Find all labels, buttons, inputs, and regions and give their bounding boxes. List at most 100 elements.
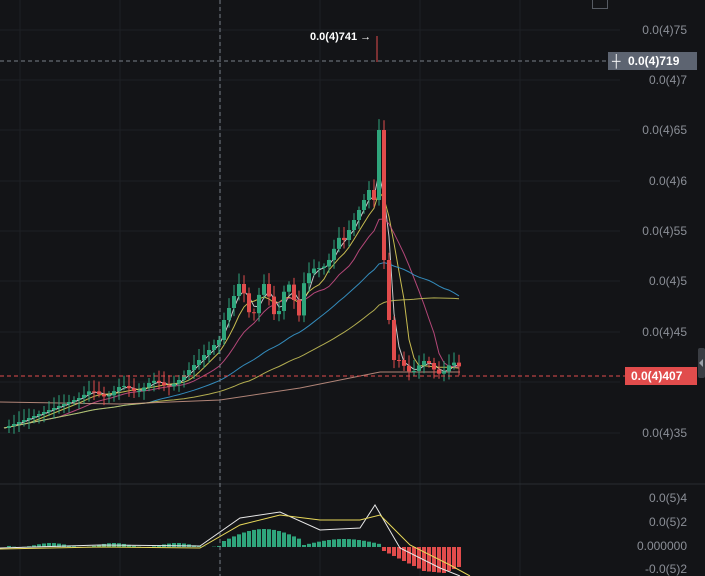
candle-body <box>297 300 301 316</box>
candle-body <box>242 284 246 294</box>
macd-histogram-bar <box>42 543 46 547</box>
candle-body <box>167 385 171 387</box>
candle-body <box>57 406 61 408</box>
candle-body <box>62 404 66 406</box>
macd-histogram-bar <box>312 542 316 547</box>
candle-body <box>107 395 111 397</box>
macd-histogram-bar <box>332 539 336 547</box>
candle-body <box>32 416 36 418</box>
macd-histogram-bar <box>232 536 236 547</box>
price-label-35: 0.0(4)35 <box>642 426 687 440</box>
macd-histogram-bar <box>432 547 436 572</box>
candle-body <box>42 412 46 414</box>
macd-histogram-bar <box>217 545 221 547</box>
candle-body <box>237 284 241 296</box>
candle-body <box>132 388 136 392</box>
macd-histogram-bar <box>97 544 101 547</box>
signal-line <box>0 514 471 576</box>
macd-histogram-bar <box>72 546 76 547</box>
macd-histogram-bar <box>257 529 261 547</box>
candle-body <box>87 391 91 395</box>
macd-histogram-bar <box>352 539 356 547</box>
long-term-average-line <box>0 371 460 405</box>
candle-body <box>322 266 326 269</box>
macd-histogram-bar <box>262 529 266 547</box>
macd-histogram-bar <box>152 546 156 547</box>
macd-histogram-bar <box>282 532 286 547</box>
macd-histogram-bar <box>407 547 411 564</box>
candle-body <box>327 259 331 267</box>
candle-body <box>292 284 296 301</box>
candle-body <box>357 210 361 220</box>
candle-body <box>222 320 226 340</box>
candle-body <box>377 130 381 200</box>
candle-body <box>257 294 261 314</box>
candle-body <box>457 362 461 367</box>
candle-body <box>117 387 121 392</box>
macd-histogram-bar <box>132 545 136 547</box>
candle-body <box>347 230 351 240</box>
price-label-65: 0.0(4)65 <box>642 123 687 137</box>
macd-histogram-bar <box>357 540 361 547</box>
candle-body <box>332 248 336 260</box>
candle-body <box>352 220 356 230</box>
macd-histogram-bar <box>7 545 11 547</box>
macd-histogram-bar <box>247 531 251 547</box>
macd-histogram-bar <box>337 539 341 547</box>
candle-body <box>452 362 456 366</box>
corner-settings-icon[interactable] <box>592 0 608 9</box>
candle-body <box>212 345 216 350</box>
crosshair <box>0 0 625 576</box>
macd-histogram-bar <box>447 547 451 571</box>
macd-histogram-bar <box>37 544 41 547</box>
candle-body <box>417 365 421 371</box>
candle-body <box>7 426 11 428</box>
macd-histogram-bar <box>182 543 186 547</box>
macd-histogram-bar <box>317 541 321 547</box>
scroll-handle-icon[interactable] <box>698 348 705 378</box>
candle-body <box>362 200 366 210</box>
macd-histogram-bar <box>127 544 131 547</box>
price-label-45: 0.0(4)45 <box>642 325 687 339</box>
candle-body <box>437 369 441 374</box>
candle-body <box>162 382 166 386</box>
candle-body <box>422 361 426 366</box>
macd-histogram-bar <box>297 538 301 547</box>
candle-body <box>382 130 386 260</box>
candle-body <box>372 190 376 200</box>
candle-body <box>262 284 266 295</box>
macd-histogram-bar <box>157 545 161 547</box>
macd-histogram-bar <box>397 547 401 559</box>
candle-body <box>102 394 106 397</box>
candle-body <box>37 414 41 416</box>
candle-body <box>47 410 51 412</box>
macd-histogram-bar <box>302 545 306 547</box>
macd-histogram-bar <box>227 538 231 547</box>
candle-body <box>232 296 236 308</box>
candle-body <box>302 283 306 316</box>
plus-crosshair-icon: ┼ <box>612 54 621 68</box>
price-label-55: 0.0(4)55 <box>642 224 687 238</box>
macd-histogram-bar <box>342 539 346 547</box>
macd-histogram-bar <box>367 541 371 547</box>
candle-body <box>142 387 146 392</box>
last-price-tag: 0.0(4)407 <box>625 367 697 385</box>
macd-histogram-bar <box>272 529 276 547</box>
macd-label-0: 0.000000 <box>636 539 687 553</box>
candle-body <box>192 365 196 370</box>
candle-body <box>342 237 346 240</box>
candle-body <box>272 296 276 315</box>
candlesticks <box>7 119 461 434</box>
macd-label-4: 0.0(5)4 <box>648 491 687 505</box>
candle-body <box>97 391 101 395</box>
macd-histogram-bar <box>27 546 31 547</box>
macd-histogram-bar <box>92 545 96 547</box>
candle-body <box>447 365 451 372</box>
candle-body <box>147 382 151 388</box>
candle-body <box>412 370 416 372</box>
candle-body <box>402 360 406 366</box>
macd-histogram-bar <box>377 543 381 547</box>
candle-body <box>392 320 396 361</box>
